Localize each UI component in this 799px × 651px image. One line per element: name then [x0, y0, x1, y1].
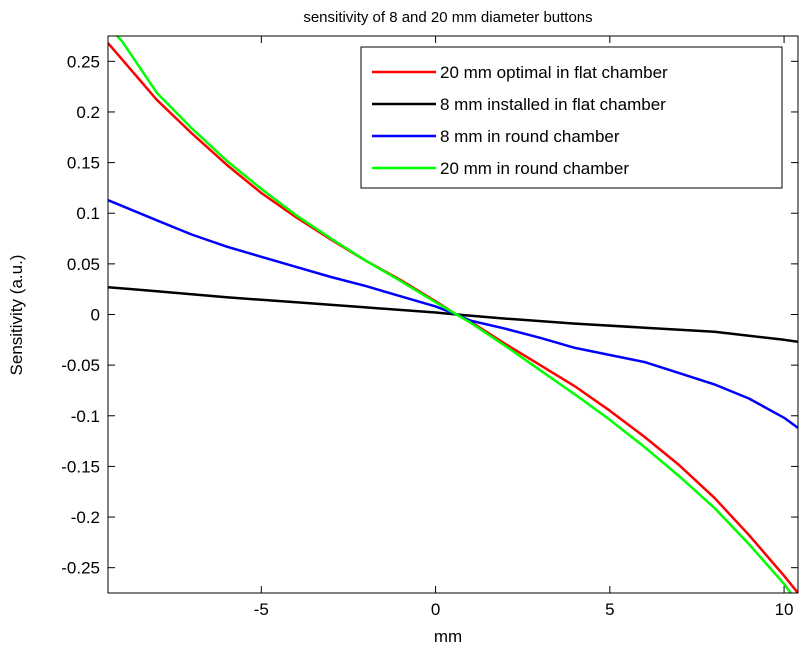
y-tick-label: -0.2	[71, 508, 100, 527]
y-tick-label: -0.1	[71, 407, 100, 426]
legend-box	[360, 46, 783, 189]
series-line-4	[115, 36, 793, 593]
y-tick-label: 0	[91, 306, 100, 325]
x-tick-label: 5	[605, 600, 614, 619]
series-line-3	[108, 198, 798, 429]
series-layer	[108, 36, 798, 593]
y-tick-label: 0.1	[76, 204, 100, 223]
y-tick-label: 0.05	[67, 255, 100, 274]
y-tick-label: -0.15	[61, 457, 100, 476]
legend-label-1: 20 mm optimal in flat chamber	[440, 63, 668, 82]
x-tick-label: -5	[254, 600, 269, 619]
legend: 20 mm optimal in flat chamber 8 mm instal…	[360, 46, 783, 189]
x-tick-label: 10	[775, 600, 794, 619]
legend-label-4: 20 mm in round chamber	[440, 159, 629, 178]
legend-label-2: 8 mm installed in flat chamber	[440, 95, 666, 114]
y-tick-label: 0.25	[67, 52, 100, 71]
axes-layer: -5 0 5 10 0.25 0.2 0.15 0.1 0.05 0 -0.05 -0.1 -0.15 -…	[61, 35, 799, 619]
y-tick-label: 0.15	[67, 154, 100, 173]
series-line-2	[108, 285, 798, 344]
y-axis-label: Sensitivity (a.u.)	[7, 255, 26, 376]
x-axis-label: mm	[434, 627, 462, 646]
y-tick-label: -0.25	[61, 559, 100, 578]
y-tick-label: 0.2	[76, 103, 100, 122]
chart-title: sensitivity of 8 and 20 mm diameter butt…	[303, 9, 592, 26]
x-tick-label: 0	[431, 600, 440, 619]
y-tick-label: -0.05	[61, 356, 100, 375]
legend-label-3: 8 mm in round chamber	[440, 127, 620, 146]
